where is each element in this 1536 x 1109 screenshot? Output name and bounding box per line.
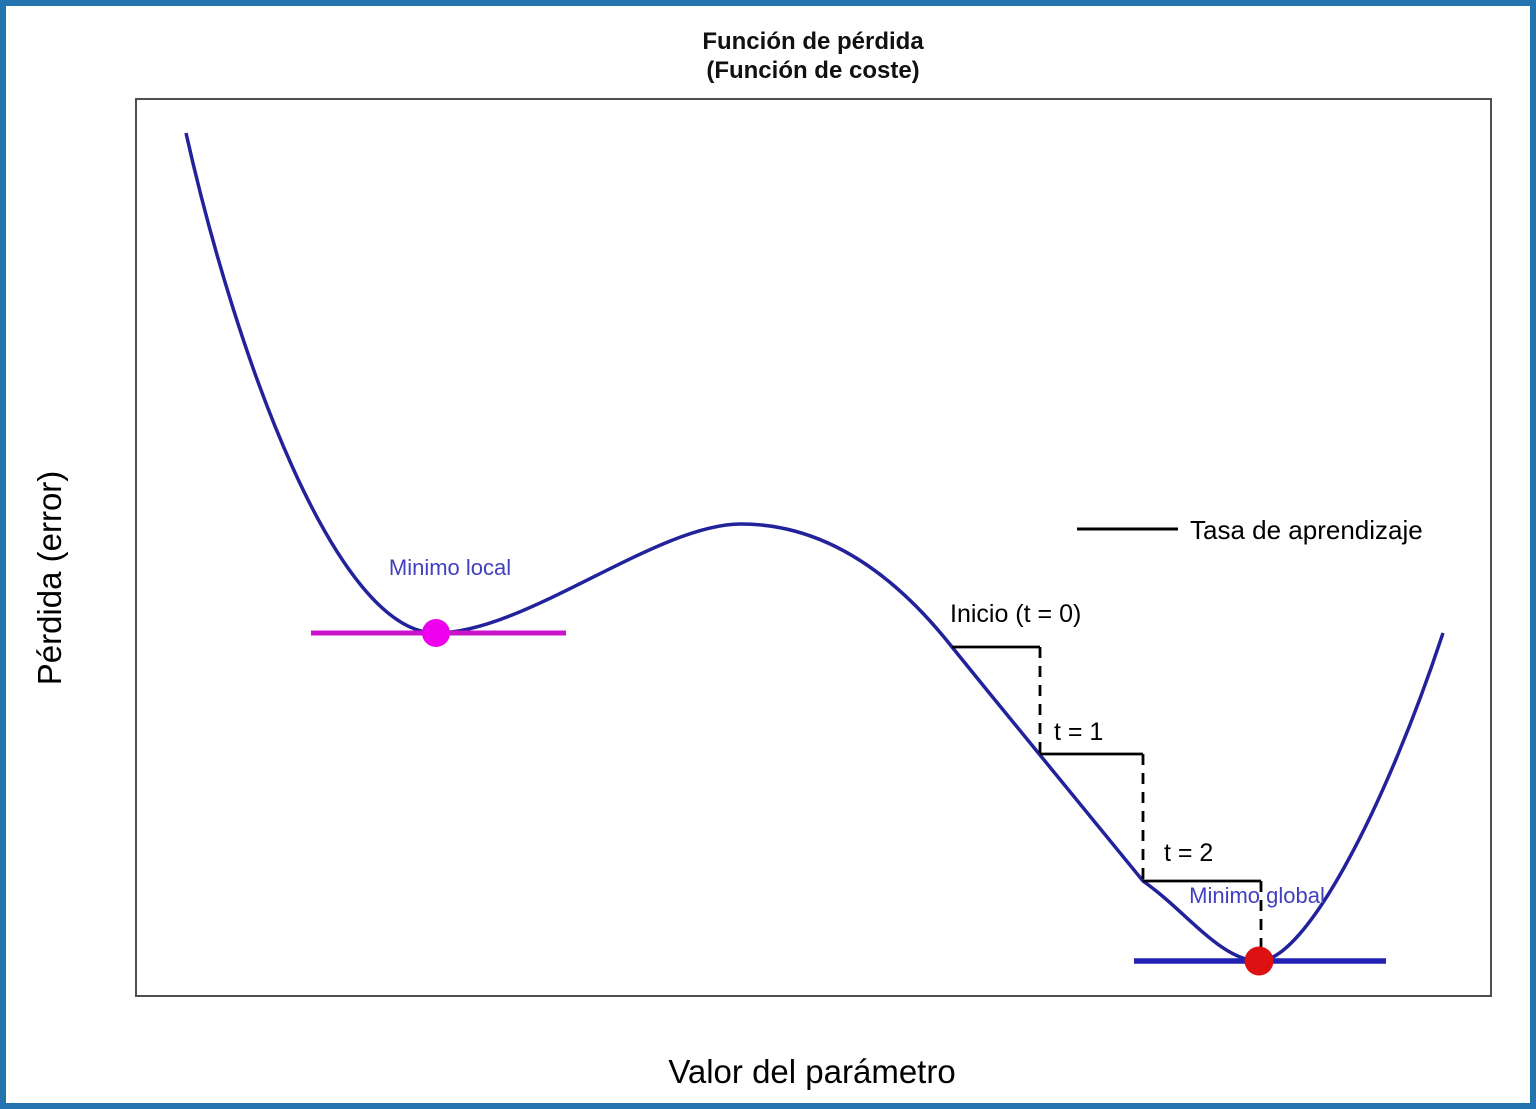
local-min-marker-dot (422, 619, 450, 647)
global-min-marker-dot (1244, 946, 1274, 976)
plot-area (135, 98, 1492, 997)
step-t2-label: t = 2 (1164, 839, 1214, 867)
chart-title-line1: Función de pérdida (702, 28, 924, 55)
global-min-label: Minimo global (1189, 883, 1325, 908)
loss-curve-path (184, 132, 1445, 963)
plot-canvas (184, 132, 1445, 976)
step-t1-label: t = 1 (1054, 718, 1104, 746)
y-axis-label: Pérdida (error) (31, 470, 68, 686)
x-axis-label: Valor del parámetro (668, 1053, 956, 1090)
legend-label: Tasa de aprendizaje (1190, 515, 1423, 545)
local-min-label: Minimo local (388, 555, 512, 580)
step-t0-label: Inicio (t = 0) (950, 600, 1082, 628)
chart-title-line2: (Función de coste) (706, 57, 920, 84)
